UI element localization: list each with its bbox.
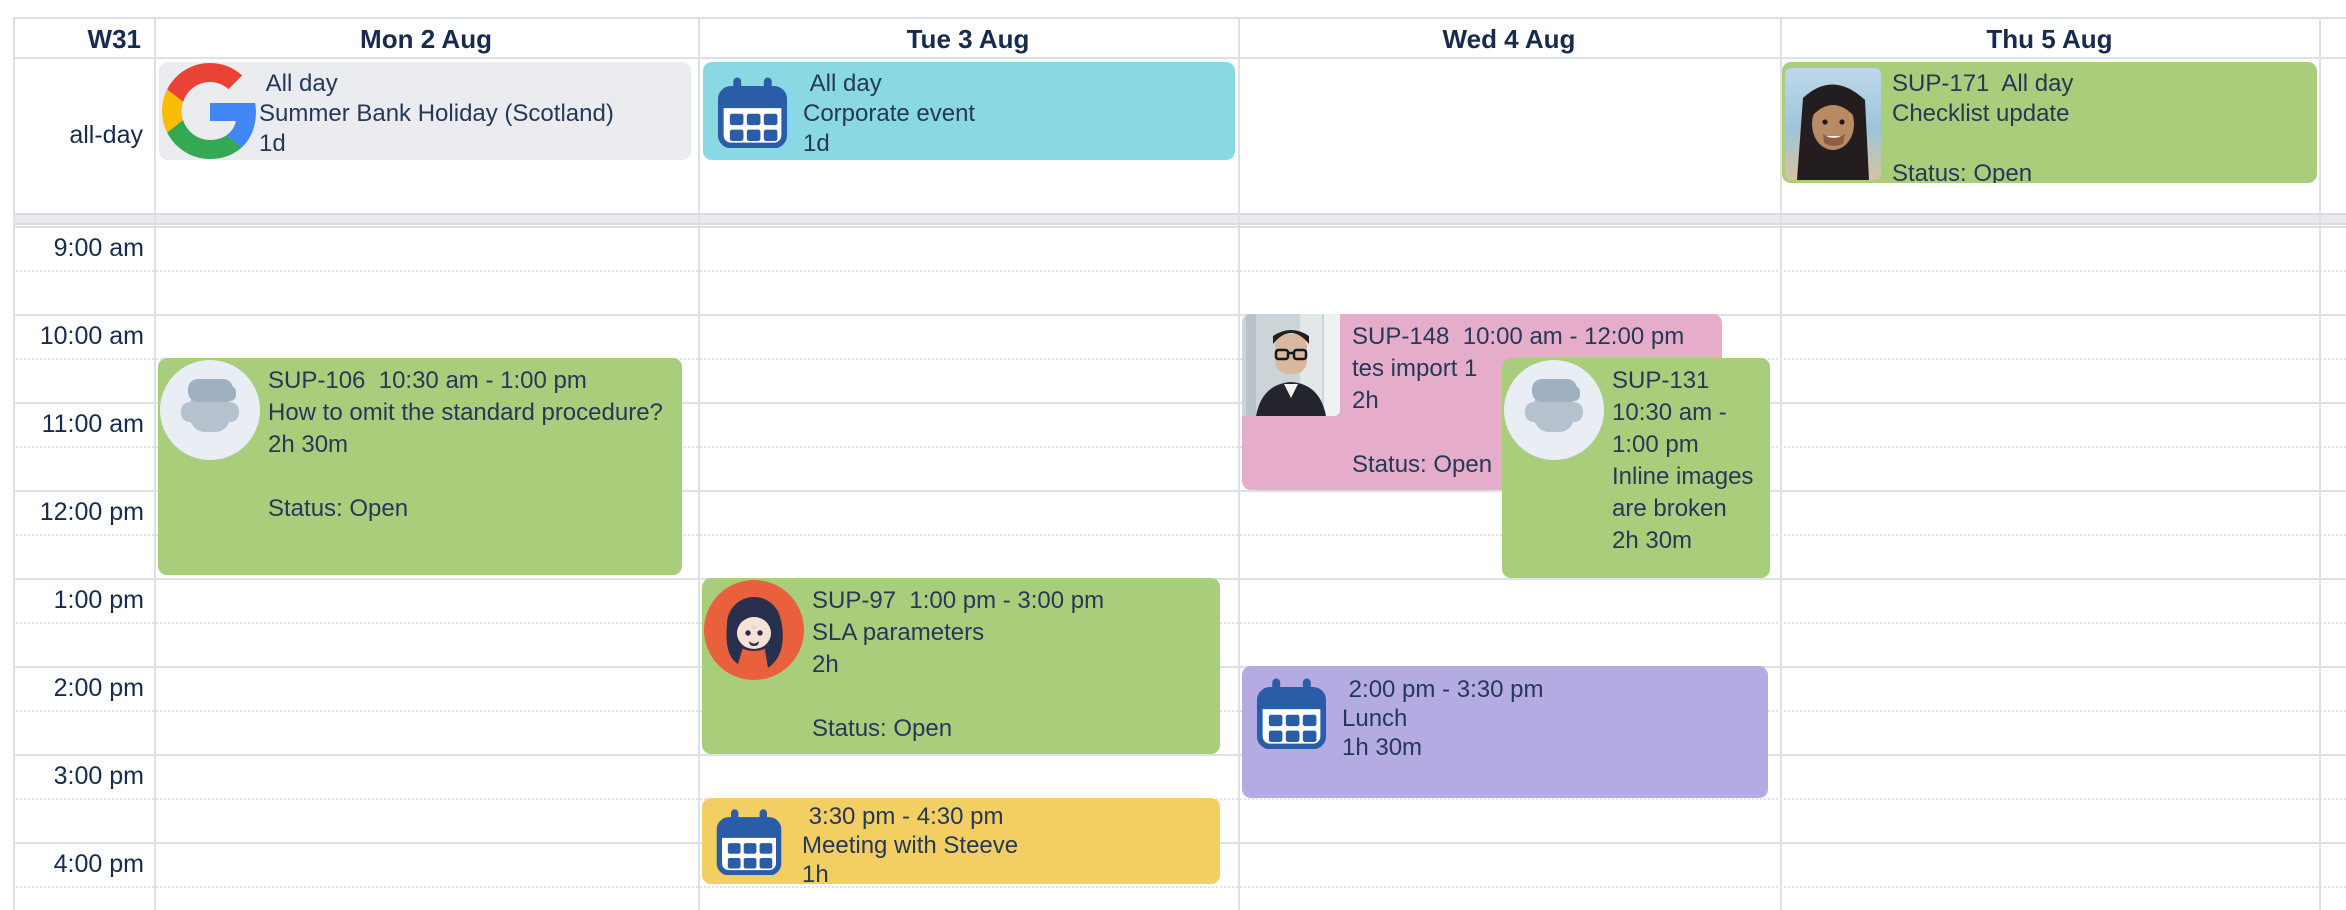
event-title: Lunch	[1342, 705, 1408, 732]
time-label: 10:00 am	[39, 322, 144, 350]
time-label: 4:00 pm	[53, 850, 144, 878]
hour-line	[13, 754, 2346, 756]
event-duration: 2h	[812, 651, 839, 678]
calendar-icon	[1253, 676, 1330, 749]
avatar-illustration-woman-icon	[704, 580, 804, 680]
event-status: Status: Open	[268, 495, 409, 522]
event-title: tes import 1	[1352, 355, 1478, 382]
time-label: 1:00 pm	[53, 586, 144, 614]
event-sup-106[interactable]: SUP-106 10:30 am - 1:00 pm How to omit t…	[158, 358, 682, 575]
hour-line	[13, 490, 2346, 492]
half-hour-line	[13, 886, 2346, 888]
hour-line	[13, 314, 2346, 316]
event-duration: 1d	[803, 130, 830, 157]
calendar-icon	[714, 75, 791, 148]
column-border	[2319, 17, 2321, 910]
event-status: Status: Open	[1892, 160, 2033, 183]
day-header-wed: Wed 4 Aug	[1442, 24, 1576, 54]
event-key-time: SUP-131 10:30 am - 1:00 pm	[1612, 367, 1734, 458]
event-duration: 2h 30m	[1612, 527, 1693, 554]
event-duration: 1h	[802, 861, 829, 884]
time-label: 3:00 pm	[53, 762, 144, 790]
all-day-row-label: all-day	[69, 121, 143, 149]
avatar-photo-woman	[1785, 68, 1881, 180]
column-border	[13, 17, 15, 910]
half-hour-line	[13, 270, 2346, 272]
event-time: All day	[259, 70, 338, 97]
event-sup-97[interactable]: SUP-97 1:00 pm - 3:00 pm SLA parameters …	[702, 578, 1220, 754]
event-title: Summer Bank Holiday (Scotland)	[259, 100, 614, 127]
half-hour-line	[13, 446, 2346, 448]
column-border	[154, 17, 156, 910]
hour-line	[13, 226, 2346, 228]
event-title: Checklist update	[1892, 100, 2070, 127]
event-summer-bank-holiday[interactable]: All day Summer Bank Holiday (Scotland) 1…	[159, 62, 691, 160]
column-border	[1780, 17, 1782, 910]
event-title: SLA parameters	[812, 619, 985, 646]
hour-line	[13, 402, 2346, 404]
day-header-thu: Thu 5 Aug	[1986, 24, 2113, 54]
event-title: Corporate event	[803, 100, 976, 127]
event-duration: 1h 30m	[1342, 734, 1423, 761]
day-header-tue: Tue 3 Aug	[906, 24, 1030, 54]
event-title: How to omit the standard procedure?	[268, 399, 663, 426]
grid-line	[13, 17, 2346, 19]
event-title: Inline images are broken	[1612, 463, 1761, 522]
event-blank-line	[812, 681, 1212, 713]
event-meeting-with-steeve[interactable]: 3:30 pm - 4:30 pm Meeting with Steeve 1h	[702, 798, 1220, 884]
all-day-separator-band	[13, 213, 2346, 225]
event-blank-line	[268, 461, 674, 493]
event-corporate-event[interactable]: All day Corporate event 1d	[703, 62, 1235, 160]
time-label: 2:00 pm	[53, 674, 144, 702]
avatar-photo-man-glasses	[1242, 314, 1340, 416]
day-header-mon: Mon 2 Aug	[360, 24, 492, 54]
event-key-time: SUP-171 All day	[1892, 70, 2074, 97]
time-label: 9:00 am	[53, 234, 144, 262]
event-blank-line	[1892, 129, 2309, 159]
column-border	[1238, 17, 1240, 910]
event-time: 3:30 pm - 4:30 pm	[802, 803, 1004, 830]
avatar-generic-person-icon	[160, 360, 260, 460]
google-logo-icon	[162, 63, 256, 159]
event-key-time: SUP-106 10:30 am - 1:00 pm	[268, 367, 587, 394]
time-label: 12:00 pm	[39, 498, 144, 526]
event-lunch[interactable]: 2:00 pm - 3:30 pm Lunch 1h 30m	[1242, 666, 1768, 798]
event-time: 2:00 pm - 3:30 pm	[1342, 676, 1544, 703]
event-title: Meeting with Steeve	[802, 832, 1019, 859]
event-sup-171-checklist-update[interactable]: SUP-171 All day Checklist update Status:…	[1782, 62, 2317, 183]
calendar-icon	[713, 807, 785, 875]
week-number: W31	[87, 24, 141, 54]
event-sup-131[interactable]: SUP-131 10:30 am - 1:00 pm Inline images…	[1502, 358, 1770, 578]
event-time: All day	[803, 70, 882, 97]
event-key-time: SUP-97 1:00 pm - 3:00 pm	[812, 587, 1105, 614]
event-duration: 2h	[1352, 387, 1379, 414]
event-status: Status: Open	[812, 715, 953, 742]
half-hour-line	[13, 358, 2346, 360]
event-duration: 1d	[259, 130, 286, 157]
avatar-generic-person-icon	[1504, 360, 1604, 460]
event-duration: 2h 30m	[268, 431, 349, 458]
column-border	[698, 17, 700, 910]
half-hour-line	[13, 534, 2346, 536]
event-key-time: SUP-148 10:00 am - 12:00 pm	[1352, 323, 1685, 350]
grid-line	[13, 57, 2346, 59]
event-status: Status: Open	[1352, 451, 1493, 478]
time-label: 11:00 am	[41, 410, 144, 438]
